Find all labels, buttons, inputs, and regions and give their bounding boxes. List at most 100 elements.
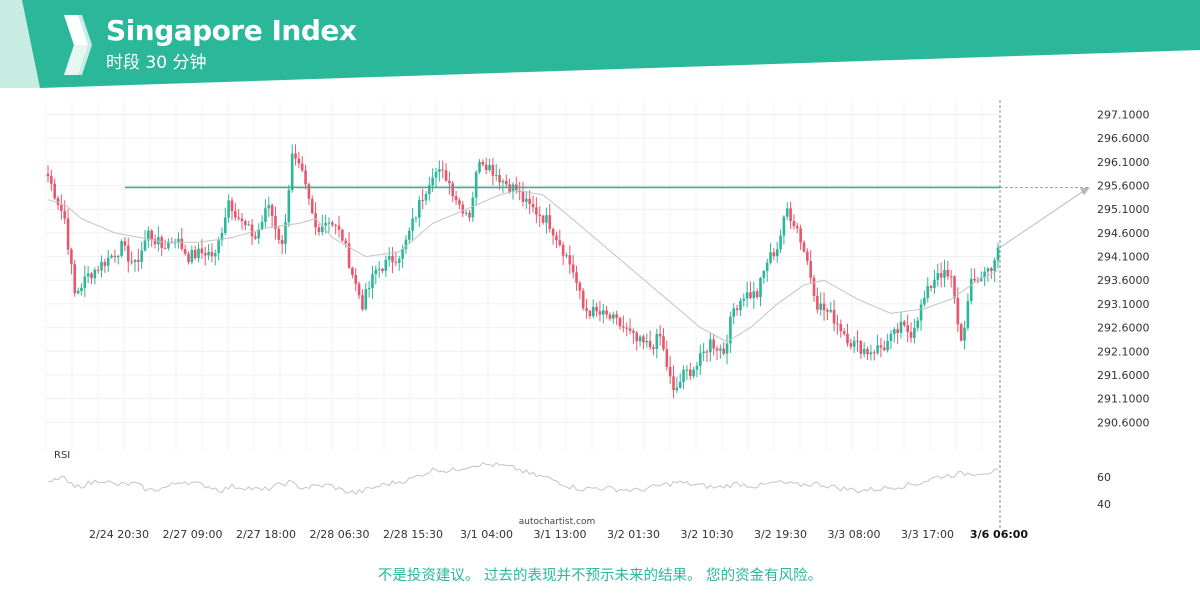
- candle-body: [869, 352, 873, 355]
- candle: [197, 243, 200, 263]
- candle: [374, 265, 378, 285]
- candle-body: [317, 227, 321, 233]
- candle: [46, 165, 50, 183]
- candle-body: [525, 198, 528, 202]
- candle-body: [575, 272, 578, 283]
- candle-body: [906, 325, 909, 332]
- candle: [541, 214, 545, 225]
- candle-body: [652, 347, 655, 350]
- candle: [200, 239, 204, 259]
- candle: [163, 239, 167, 250]
- candle: [103, 258, 107, 273]
- candle-body: [123, 241, 127, 246]
- candle: [418, 195, 421, 228]
- candle: [929, 284, 933, 292]
- time-tick-label: 3/6 06:00: [970, 528, 1029, 541]
- candle: [655, 328, 659, 359]
- candle-body: [93, 269, 97, 279]
- candle: [852, 336, 856, 354]
- candle-body: [635, 332, 639, 342]
- candle: [879, 337, 883, 358]
- candle: [113, 249, 117, 263]
- candle: [601, 304, 605, 324]
- candle-body: [404, 239, 408, 250]
- candle-body: [632, 330, 635, 333]
- candle: [140, 241, 143, 269]
- candle-body: [147, 230, 150, 241]
- candle: [695, 361, 699, 378]
- candle: [769, 243, 772, 265]
- candle-body: [86, 273, 90, 277]
- candle: [916, 317, 920, 332]
- candle-body: [90, 273, 93, 279]
- candle: [615, 310, 618, 325]
- price-axis: 297.1000 296.6000 296.1000 295.6000 295.1000…: [1097, 109, 1150, 430]
- candle-body: [675, 387, 679, 391]
- candle: [414, 216, 418, 223]
- candle-body: [688, 369, 692, 377]
- page-title: Singapore Index: [106, 14, 357, 47]
- candle: [287, 184, 291, 227]
- candle: [203, 246, 207, 266]
- candle: [983, 267, 986, 286]
- candle-body: [705, 351, 709, 353]
- candle-body: [314, 213, 317, 228]
- time-tick-label: 2/27 18:00: [236, 528, 296, 541]
- candle: [645, 333, 649, 348]
- candle-body: [461, 204, 465, 214]
- candle: [394, 251, 398, 267]
- candle-body: [628, 328, 632, 331]
- candle-body: [60, 205, 63, 211]
- candle-body: [662, 336, 665, 350]
- candle-body: [695, 365, 699, 370]
- candle-body: [494, 174, 498, 176]
- candle: [826, 308, 829, 321]
- candle: [304, 164, 307, 190]
- candle: [869, 344, 873, 361]
- candle-body: [672, 376, 675, 391]
- candle-body: [474, 172, 478, 198]
- candle-body: [990, 268, 993, 272]
- candle: [993, 257, 996, 283]
- candle: [635, 330, 639, 351]
- candle-body: [588, 310, 592, 317]
- candle: [806, 248, 809, 265]
- rsi-line: [47, 461, 999, 496]
- candle-body: [428, 185, 431, 195]
- candle-body: [565, 255, 568, 257]
- candle: [565, 252, 568, 258]
- candle: [86, 266, 90, 284]
- candle: [856, 330, 859, 352]
- candle: [709, 333, 712, 362]
- candle-body: [541, 215, 545, 223]
- candle-body: [237, 217, 240, 219]
- candle-body: [304, 170, 307, 185]
- candle: [294, 144, 297, 166]
- candle-body: [197, 248, 200, 259]
- candle: [638, 334, 642, 347]
- candle-body: [993, 260, 996, 272]
- candle-body: [608, 314, 612, 319]
- candle: [785, 202, 789, 221]
- candle: [762, 269, 766, 284]
- candle: [551, 227, 555, 245]
- candle-body: [177, 238, 180, 243]
- candle: [906, 314, 909, 342]
- candle-body: [789, 208, 792, 222]
- candle-body: [160, 237, 164, 248]
- candle: [896, 323, 899, 344]
- price-tick-label: 295.1000: [1097, 203, 1150, 216]
- candle-body: [300, 163, 304, 171]
- candle: [170, 237, 174, 244]
- candle: [581, 288, 585, 311]
- candle-body: [886, 341, 889, 351]
- candle-body: [377, 268, 381, 270]
- candle-body: [133, 259, 137, 263]
- candle: [411, 207, 414, 242]
- candle: [190, 245, 194, 265]
- candle-body: [595, 306, 598, 312]
- candle: [535, 197, 538, 224]
- candle: [665, 340, 669, 371]
- candle-body: [899, 321, 903, 333]
- candle: [498, 168, 501, 190]
